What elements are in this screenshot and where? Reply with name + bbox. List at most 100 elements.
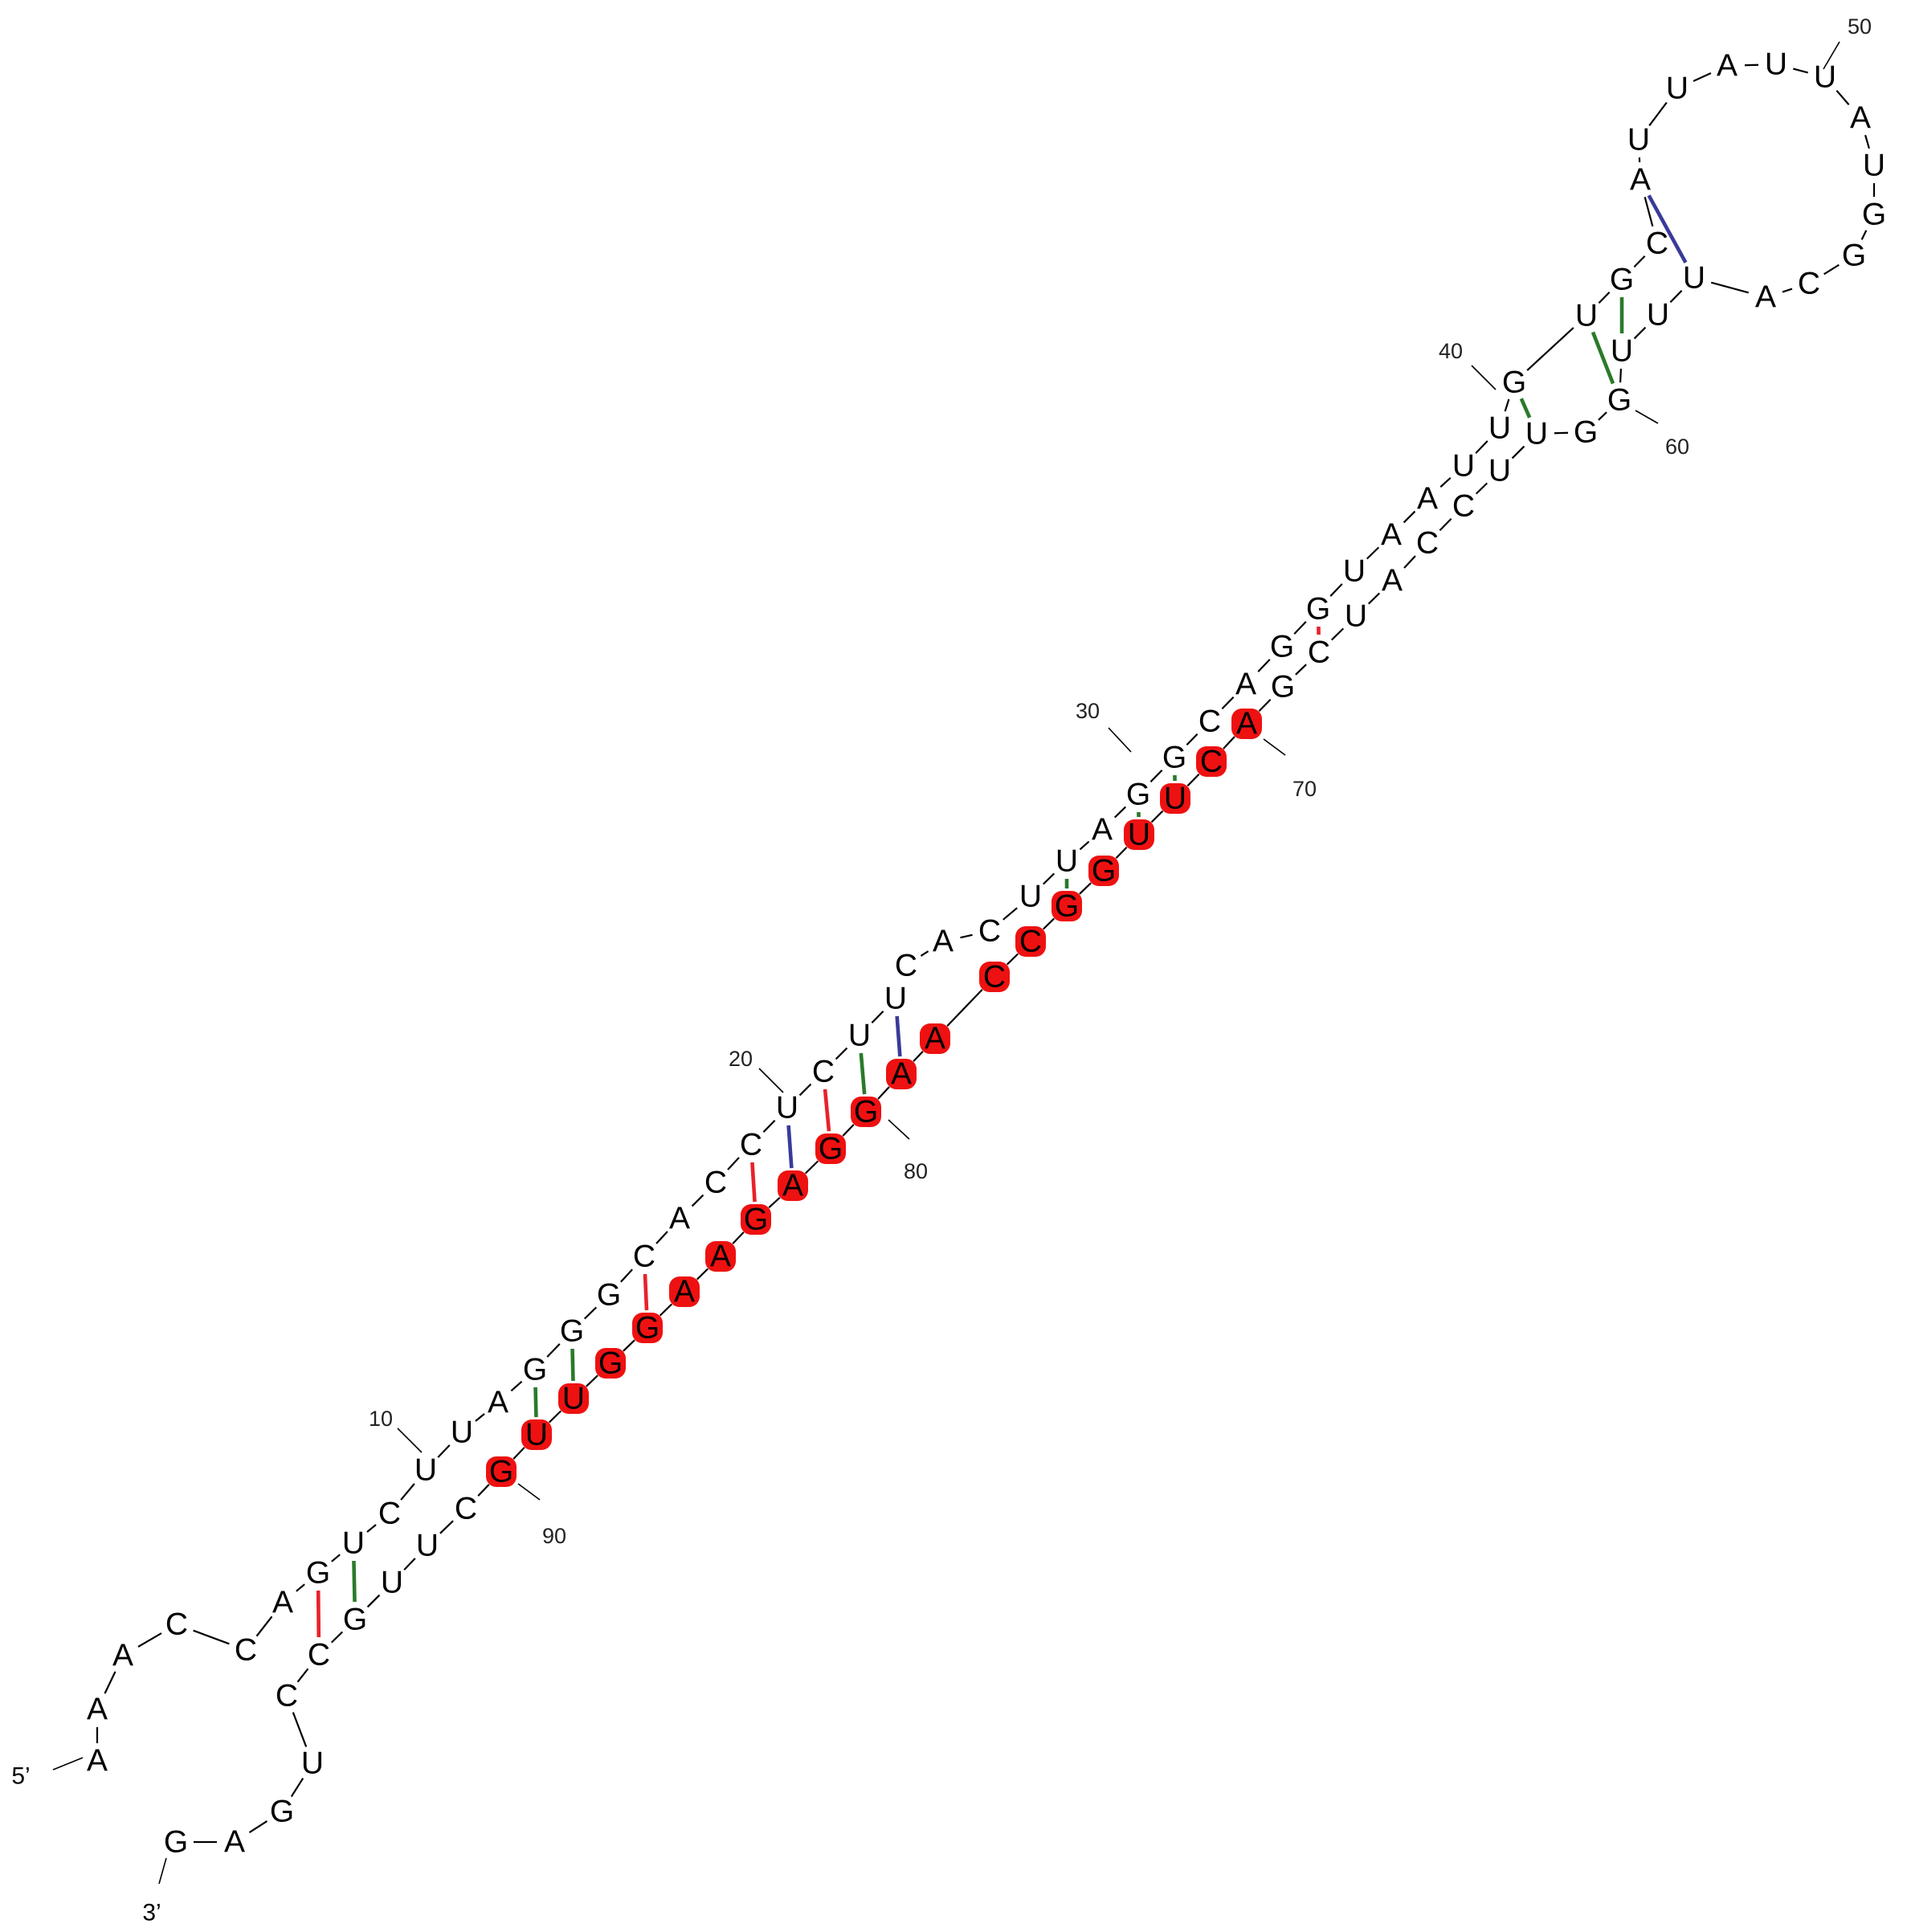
nucleotide: G — [1126, 778, 1150, 812]
highlight-marker — [486, 1456, 517, 1487]
highlight-marker — [1231, 709, 1262, 739]
backbone-segment — [546, 1343, 561, 1358]
backbone-segment — [104, 1671, 116, 1694]
highlight-marker — [1052, 891, 1082, 921]
nucleotide: U — [1575, 299, 1598, 333]
nucleotide: G — [489, 1455, 513, 1489]
backbone-segment — [255, 1615, 273, 1637]
nucleotide: G — [164, 1825, 188, 1860]
backbone-segment — [835, 1047, 848, 1060]
position-tick — [1471, 365, 1497, 390]
nucleotide: A — [925, 1022, 945, 1056]
backbone-segment — [960, 933, 973, 939]
nucleotide: U — [1345, 599, 1367, 634]
nucleotide: G — [1162, 741, 1186, 775]
backbone-segment — [1186, 773, 1200, 787]
nucleotide: U — [1627, 123, 1650, 157]
nucleotide: C — [276, 1679, 298, 1713]
nucleotide: G — [597, 1278, 621, 1313]
backbone-segment — [1710, 281, 1750, 294]
backbone-segment — [1744, 63, 1759, 67]
nucleotide: U — [1056, 844, 1078, 879]
backbone-segment — [1403, 555, 1416, 569]
nucleotide: G — [1092, 854, 1116, 888]
backbone-segment — [1823, 263, 1840, 276]
nucleotide: G — [1270, 630, 1294, 664]
backbone-segment — [1006, 953, 1019, 966]
nucleotide: G — [1502, 366, 1526, 400]
backbone-segment — [1669, 289, 1683, 304]
nucleotide: U — [1863, 149, 1885, 183]
backbone-segment — [1554, 431, 1569, 435]
position-number: 30 — [1076, 699, 1100, 723]
backbone-layer — [96, 63, 1876, 1844]
nucleotide: G — [1306, 592, 1330, 627]
backbone-segment — [1633, 255, 1646, 268]
nucleotide: A — [1417, 482, 1438, 517]
nucleotide: G — [343, 1603, 367, 1637]
highlight-marker — [1088, 856, 1119, 886]
backbone-segment — [1860, 230, 1868, 240]
base-pair-line — [352, 1560, 357, 1603]
backbone-segment — [696, 1268, 709, 1281]
position-number: 70 — [1292, 777, 1317, 801]
backbone-segment — [586, 1374, 598, 1387]
nucleotide: A — [1381, 518, 1402, 553]
nucleotide: C — [740, 1128, 762, 1162]
five-prime-tick — [52, 1757, 84, 1771]
backbone-segment — [798, 1083, 812, 1097]
nucleotide: C — [1646, 227, 1668, 261]
base-pair-line — [570, 1348, 575, 1382]
backbone-segment — [1475, 482, 1488, 495]
nucleotide: A — [782, 1169, 803, 1203]
backbone-segment — [1693, 72, 1712, 82]
backbone-segment — [1864, 134, 1870, 149]
backbone-segment — [871, 1010, 884, 1024]
highlight-layer — [486, 709, 1262, 1487]
nucleotide: A — [1382, 564, 1403, 598]
nucleotide: G — [1574, 415, 1598, 450]
nucleotide: U — [301, 1746, 324, 1781]
highlight-marker — [521, 1419, 552, 1450]
nucleotide: G — [270, 1795, 294, 1829]
backbone-segment — [331, 1554, 341, 1562]
nucleotide: U — [451, 1415, 473, 1450]
backbone-segment — [437, 1444, 451, 1458]
nucleotide: G — [1607, 383, 1631, 418]
nucleotide: A — [1717, 49, 1738, 84]
nucleotide: C — [455, 1492, 477, 1526]
backbone-segment — [366, 1524, 377, 1533]
backbone-segment — [439, 1520, 454, 1534]
nucleotide: U — [562, 1382, 585, 1416]
highlight-marker — [979, 962, 1010, 992]
nucleotide: U — [1019, 880, 1042, 914]
position-tick — [1263, 738, 1286, 756]
backbone-segment — [732, 1231, 745, 1244]
backbone-segment — [1257, 659, 1271, 672]
backbone-segment — [1293, 621, 1307, 635]
backbone-segment — [655, 1231, 668, 1244]
backbone-segment — [1439, 517, 1452, 532]
base-pair-line — [859, 1052, 867, 1095]
nucleotide: C — [812, 1055, 835, 1089]
backbone-segment — [292, 1712, 308, 1747]
backbone-segment — [296, 1583, 305, 1592]
nucleotide: A — [669, 1202, 690, 1236]
nucleotide: C — [1798, 267, 1820, 301]
nucleotide: C — [1308, 635, 1330, 670]
nucleotide: U — [416, 1529, 439, 1563]
base-pair-line — [316, 1590, 321, 1638]
backbone-segment — [727, 1157, 740, 1170]
position-number: 20 — [729, 1047, 753, 1071]
nucleotide: G — [598, 1346, 623, 1381]
position-number: 10 — [369, 1407, 393, 1431]
nucleotide: A — [1236, 707, 1257, 741]
backbone-segment — [1186, 733, 1199, 746]
backbone-segment — [512, 1447, 525, 1460]
backbone-segment — [804, 1160, 819, 1174]
backbone-segment — [1836, 89, 1850, 106]
nucleotide: U — [1164, 782, 1186, 816]
position-tick — [1635, 410, 1659, 424]
backbone-segment — [623, 1339, 635, 1352]
highlight-marker — [778, 1170, 808, 1201]
